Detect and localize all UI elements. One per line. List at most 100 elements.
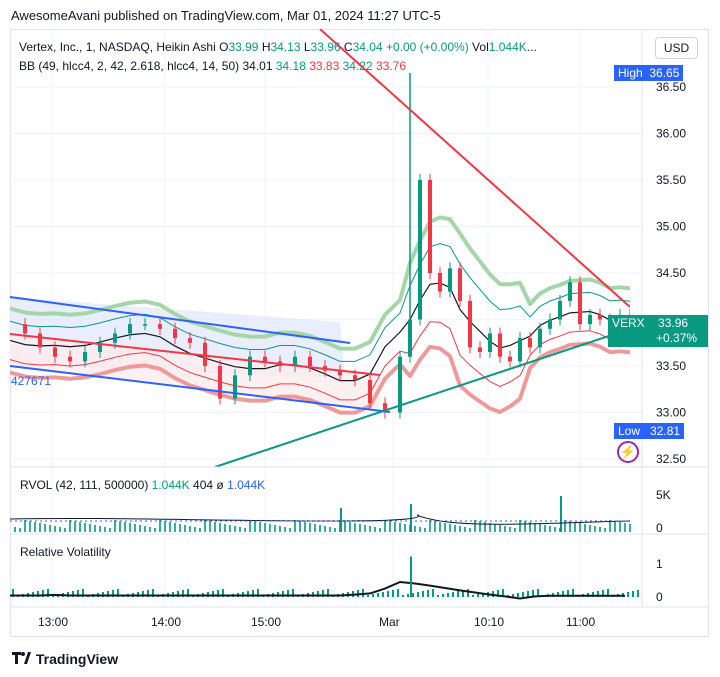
- price-tick-label: 32.50: [656, 452, 686, 466]
- candle-body: [98, 342, 102, 353]
- relvol-bar: [497, 590, 499, 597]
- volume-bar: [344, 521, 346, 532]
- volume-bar: [14, 527, 16, 532]
- low-label: L: [303, 40, 311, 54]
- candle-body: [448, 268, 452, 292]
- volume-bar: [29, 521, 31, 532]
- publish-line: AwesomeAvani published on TradingView.co…: [11, 8, 441, 23]
- relvol-bar: [562, 591, 564, 597]
- volume-bar: [69, 520, 71, 532]
- volume-bar: [604, 528, 606, 532]
- volume-bar: [384, 520, 386, 532]
- relvol-bar: [392, 590, 394, 597]
- high-label: H: [261, 40, 271, 54]
- symbol-label: Vertex, Inc., 1, NASDAQ, Heikin Ashi: [19, 40, 216, 54]
- rvol-label: RVOL (42, 111, 500000): [20, 478, 149, 492]
- candle-body: [558, 300, 562, 320]
- volume-bar: [44, 524, 46, 532]
- relvol-bar: [627, 592, 629, 597]
- volume-bar: [169, 522, 171, 532]
- relvol-bar: [427, 590, 429, 597]
- relvol-bar: [52, 595, 54, 597]
- candle-body: [113, 333, 117, 343]
- volume-bar: [309, 523, 311, 532]
- candle-body: [518, 338, 522, 362]
- main-legend: Vertex, Inc., 1, NASDAQ, Heikin Ashi O33…: [19, 40, 537, 54]
- time-tick-label: 11:00: [566, 615, 595, 629]
- volume-bar: [259, 522, 261, 532]
- volume-bar: [484, 522, 486, 532]
- chart-canvas[interactable]: 36.5036.0035.5035.0034.5034.0033.5033.00…: [10, 29, 709, 637]
- legend-more[interactable]: ...: [526, 40, 537, 54]
- candle-body: [53, 347, 57, 357]
- relvol-bar: [397, 589, 399, 597]
- volume-bar: [449, 524, 451, 532]
- relvol-line: [10, 580, 625, 600]
- volume-bar: [494, 524, 496, 532]
- candle-body: [548, 319, 552, 329]
- change-value: +0.00 (+0.00%): [385, 40, 469, 54]
- volume-bar: [474, 520, 476, 532]
- relvol-bar: [82, 589, 84, 597]
- volume-bar: [179, 524, 181, 532]
- volume-bar: [239, 527, 241, 532]
- volume-bar: [489, 523, 491, 532]
- volume-bar: [114, 520, 116, 532]
- volume-bar: [24, 520, 26, 532]
- volume-bar: [149, 527, 151, 532]
- volume-bar: [399, 523, 401, 532]
- rvol-pane: [10, 496, 631, 532]
- volume-bar: [269, 524, 271, 532]
- relvol-bar: [557, 592, 559, 597]
- volume-bar: [499, 525, 501, 532]
- relvol-bar: [252, 590, 254, 597]
- relvol-bar: [502, 589, 504, 597]
- volume-bar: [509, 527, 511, 532]
- volume-bar: [39, 523, 41, 532]
- tradingview-logo: TradingView: [12, 651, 118, 667]
- volume-bar: [364, 525, 366, 532]
- relvol-bar: [467, 589, 469, 597]
- volume-bar: [624, 523, 626, 532]
- volume-bar: [219, 523, 221, 532]
- volume-bar: [274, 525, 276, 532]
- candle-body: [263, 356, 267, 362]
- relvol-bar: [477, 594, 479, 597]
- relvol-bar: [607, 589, 609, 597]
- relvol-bar: [292, 589, 294, 597]
- bb-value-lower2: 33.76: [375, 59, 407, 73]
- volume-bar: [334, 528, 336, 532]
- volume-bar: [139, 525, 141, 532]
- relvol-bar: [417, 592, 419, 597]
- price-tick-label: 36.50: [656, 80, 686, 94]
- lightning-alert-icon[interactable]: ⚡: [617, 441, 639, 463]
- relvol-legend: Relative Volatility: [20, 545, 111, 559]
- currency-button[interactable]: USD: [655, 37, 698, 59]
- volume-bar: [589, 525, 591, 532]
- volume-bar: [389, 521, 391, 532]
- volume-bar: [94, 525, 96, 532]
- volume-bar: [104, 527, 106, 532]
- candle-body: [128, 324, 132, 334]
- logo-text: TradingView: [35, 651, 119, 667]
- volume-bar: [304, 522, 306, 532]
- candle-body: [38, 333, 42, 348]
- rvol-tick-0: 0: [656, 521, 663, 535]
- volume-bar: [394, 522, 396, 532]
- volume-bar: [524, 521, 526, 532]
- volume-bar: [579, 523, 581, 532]
- volume-bar: [329, 527, 331, 532]
- candle-body: [578, 282, 582, 325]
- tradingview-logo-icon: [12, 652, 31, 664]
- relvol-bar: [602, 590, 604, 597]
- candle-body: [203, 342, 207, 366]
- volume-bar: [454, 525, 456, 532]
- relvol-bar: [532, 590, 534, 597]
- last-change-value: +0.37%: [656, 331, 698, 345]
- bb-value-lower: 33.83: [309, 59, 340, 73]
- relvol-bar: [432, 589, 434, 597]
- relvol-bar: [142, 591, 144, 597]
- high-value: 34.13: [270, 40, 301, 54]
- candle-body: [338, 370, 342, 376]
- ticker-label: VERX: [612, 316, 645, 330]
